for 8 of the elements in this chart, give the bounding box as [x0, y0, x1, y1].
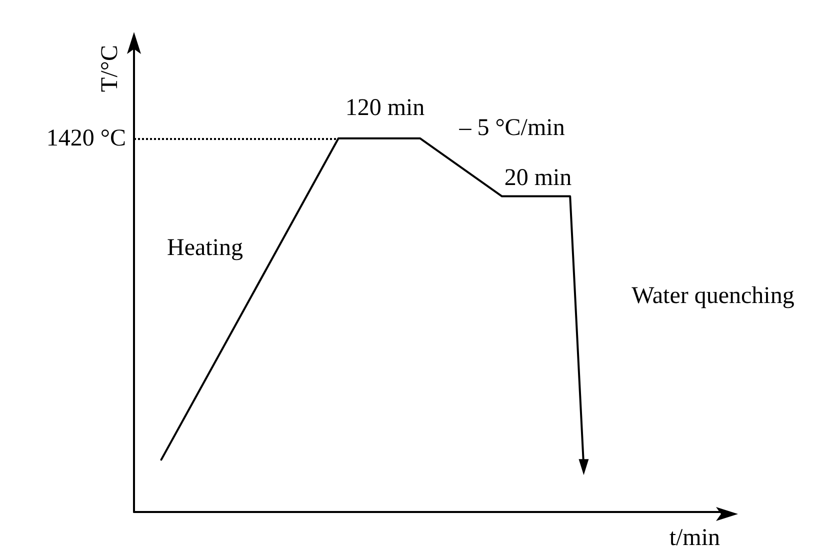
- annotation: Heating: [167, 235, 243, 261]
- annotation: Water quenching: [632, 283, 794, 309]
- y-axis-title: T/°C: [97, 45, 123, 92]
- annotation: 20 min: [504, 165, 572, 191]
- ref-line-label: 1420 °C: [46, 125, 126, 152]
- annotation: – 5 °C/min: [458, 115, 565, 141]
- x-axis-title: t/min: [669, 525, 720, 551]
- text: 120 min: [345, 95, 425, 121]
